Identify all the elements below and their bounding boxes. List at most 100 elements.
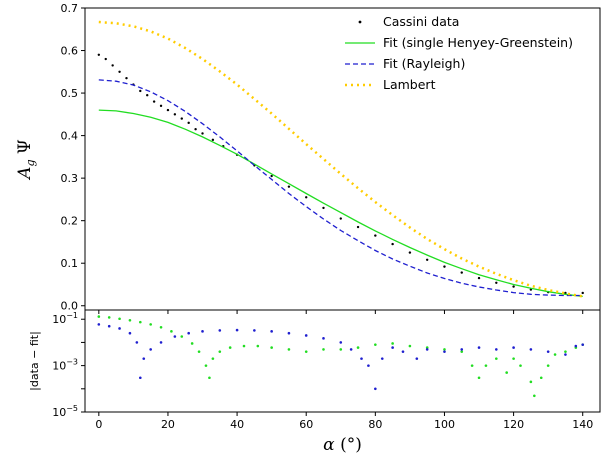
residual-point-0 [228,346,232,349]
residual-point-0 [287,348,291,351]
top-y-tick-label: 0.3 [61,172,79,185]
legend-marker-cassini [358,20,362,24]
residual-point-0 [408,344,412,348]
residual-point-0 [204,364,208,367]
legend-label-3: Lambert [383,77,436,92]
bottom-y-tick-label: 10−3 [52,358,78,373]
residual-point-1 [135,341,139,344]
legend-label-2: Fit (Rayleigh) [383,56,465,71]
data-point-cassini [125,76,128,80]
residual-point-0 [218,350,222,353]
residual-point-1 [367,364,370,367]
residual-point-1 [564,353,567,356]
data-point-cassini [287,185,291,188]
residual-point-1 [118,327,121,330]
top-y-tick-label: 0.5 [61,87,79,100]
data-point-cassini [166,108,170,112]
top-panel-frame [84,7,601,311]
residual-point-1 [139,376,142,380]
residual-point-0 [546,364,550,367]
data-point-cassini [187,121,190,125]
residual-point-1 [512,346,515,349]
residual-point-0 [128,318,132,322]
data-point-cassini [477,276,481,280]
residual-point-0 [425,346,429,349]
residual-point-1 [425,348,429,351]
residual-point-1 [574,344,578,348]
data-point-cassini [425,258,429,262]
residual-point-1 [415,357,419,360]
residual-point-1 [270,330,273,333]
bottom-y-axis-label: |data − fit| [28,331,41,391]
residual-point-0 [270,346,273,349]
data-point-cassini [270,174,273,178]
x-tick-label: 80 [368,418,382,431]
data-point-cassini [211,138,215,142]
data-point-cassini [139,89,142,93]
residual-point-1 [142,357,146,360]
residual-point-1 [349,348,353,351]
legend-label-1: Fit (single Henyey-Greenstein) [383,35,573,50]
data-point-cassini [118,70,121,74]
residual-point-0 [539,376,543,380]
x-tick-label: 40 [230,418,244,431]
residual-point-0 [495,357,498,360]
bottom-y-tick-label: 10−1 [52,311,78,326]
data-point-cassini [408,251,412,254]
residual-point-0 [477,376,481,380]
residual-point-0 [304,350,308,353]
residual-point-1 [287,331,291,335]
data-point-cassini [305,196,308,199]
residual-point-0 [339,348,343,351]
residual-point-0 [553,353,557,356]
residual-point-1 [253,329,256,332]
residual-point-0 [256,344,260,348]
x-axis-label: α (°) [323,435,362,455]
data-point-cassini [581,291,584,295]
residual-point-1 [529,348,533,351]
data-point-cassini [512,285,515,288]
residual-point-1 [97,323,101,326]
residual-point-0 [564,350,567,353]
residual-point-1 [235,328,239,332]
residual-point-0 [197,350,201,353]
data-point-cassini [173,113,177,116]
series-line-2 [98,79,583,297]
residual-point-0 [484,364,488,367]
x-tick-label: 100 [434,418,455,431]
residual-point-1 [401,350,405,353]
data-point-cassini [180,117,183,120]
residual-point-0 [391,342,394,345]
top-y-tick-label: 0.0 [61,300,79,313]
residual-point-0 [149,323,152,326]
residual-point-0 [208,376,211,380]
data-point-cassini [391,242,394,246]
series-line-3 [98,20,583,298]
residual-point-0 [443,348,446,351]
residual-point-1 [159,341,163,344]
data-point-cassini [322,206,325,210]
bottom-panel-frame [84,309,601,413]
data-point-cassini [152,100,156,103]
residual-point-0 [190,342,194,345]
data-point-cassini [374,234,377,237]
data-point-cassini [146,93,149,97]
x-tick-label: 0 [95,418,102,431]
top-y-tick-label: 0.4 [61,130,79,143]
data-point-cassini [356,225,360,229]
residual-point-0 [211,357,215,360]
top-y-axis-label: Ag Ψ [15,139,37,181]
residual-point-0 [242,344,246,348]
data-point-cassini [111,64,114,67]
residual-point-1 [360,357,363,360]
residual-point-0 [529,380,533,384]
residual-point-1 [391,346,394,349]
residual-point-0 [533,394,536,398]
residual-point-1 [380,357,384,360]
residual-point-1 [107,324,111,328]
bottom-y-tick-label: 10−5 [52,404,78,419]
data-point-cassini [97,53,101,56]
data-point-cassini [339,217,342,220]
